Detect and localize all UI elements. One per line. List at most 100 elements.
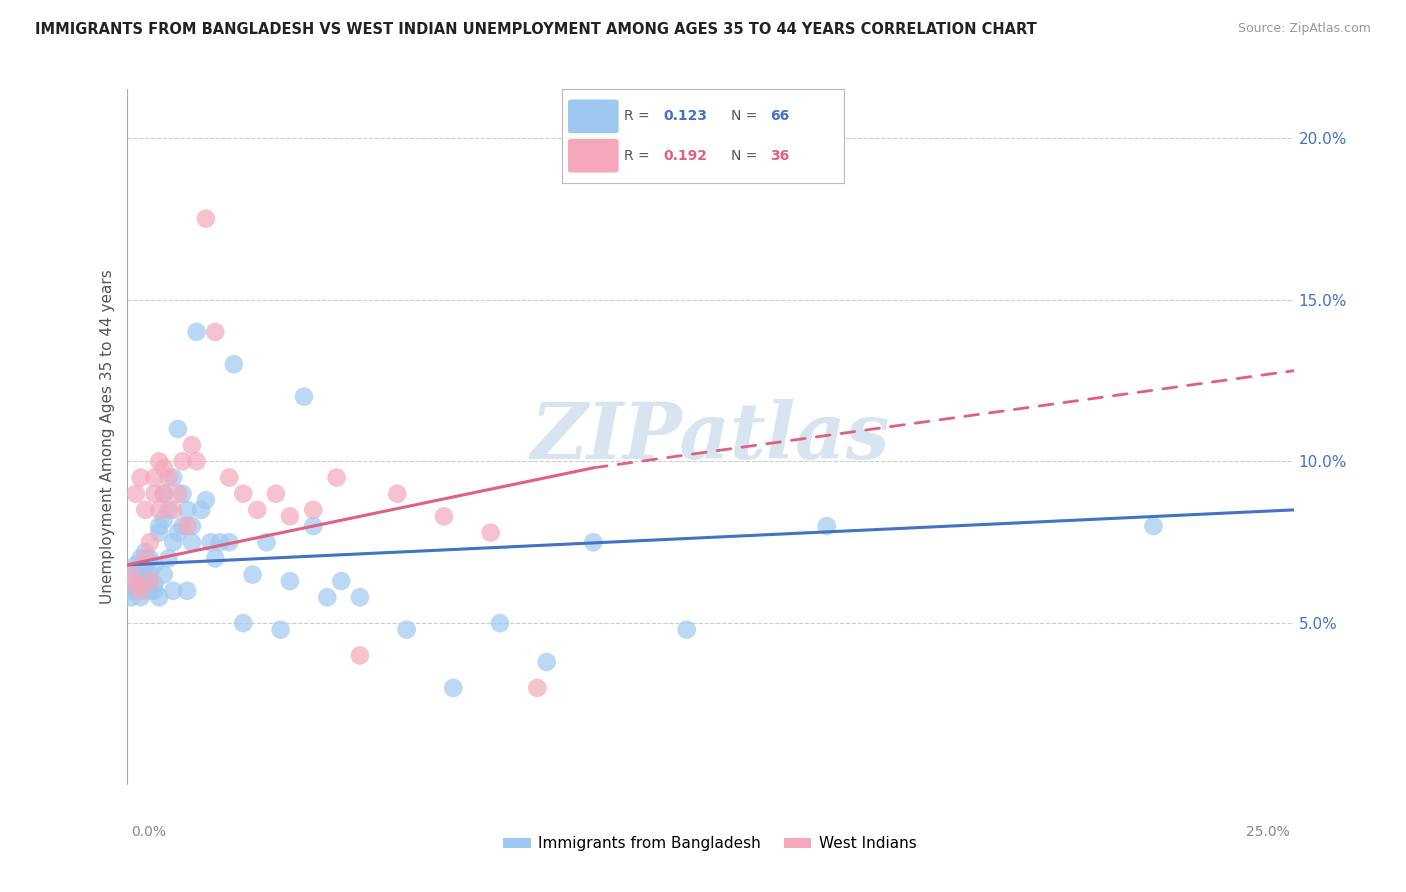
- Point: [441, 681, 464, 695]
- Point: [139, 574, 162, 588]
- Point: [120, 583, 142, 598]
- Point: [153, 460, 176, 475]
- Point: [162, 583, 184, 598]
- Point: [200, 535, 222, 549]
- Point: [180, 519, 202, 533]
- Text: 0.123: 0.123: [664, 110, 707, 123]
- Point: [143, 558, 166, 572]
- Point: [148, 503, 170, 517]
- Text: IMMIGRANTS FROM BANGLADESH VS WEST INDIAN UNEMPLOYMENT AMONG AGES 35 TO 44 YEARS: IMMIGRANTS FROM BANGLADESH VS WEST INDIA…: [35, 22, 1036, 37]
- Point: [134, 583, 156, 598]
- Point: [143, 583, 166, 598]
- Point: [208, 535, 231, 549]
- Point: [222, 357, 245, 371]
- Point: [675, 623, 697, 637]
- Point: [143, 486, 166, 500]
- Point: [186, 454, 208, 468]
- Point: [395, 623, 418, 637]
- Point: [278, 509, 301, 524]
- Point: [134, 558, 156, 572]
- Point: [129, 591, 152, 605]
- Point: [204, 551, 226, 566]
- Point: [176, 583, 198, 598]
- Text: 66: 66: [770, 110, 790, 123]
- Point: [582, 535, 605, 549]
- Point: [194, 493, 217, 508]
- Point: [157, 503, 180, 517]
- Point: [190, 503, 212, 517]
- Point: [129, 577, 152, 591]
- Point: [153, 567, 176, 582]
- Point: [148, 519, 170, 533]
- Point: [204, 325, 226, 339]
- Text: 0.192: 0.192: [664, 149, 707, 162]
- Text: 0.0%: 0.0%: [131, 825, 166, 839]
- Point: [489, 616, 512, 631]
- Point: [302, 503, 325, 517]
- Point: [232, 616, 254, 631]
- Point: [172, 486, 194, 500]
- Point: [270, 623, 292, 637]
- Point: [167, 525, 190, 540]
- Point: [125, 577, 148, 591]
- Point: [176, 519, 198, 533]
- Point: [162, 503, 184, 517]
- Point: [129, 551, 152, 566]
- Point: [129, 470, 152, 484]
- Point: [125, 558, 148, 572]
- Point: [264, 486, 287, 500]
- Point: [129, 583, 152, 598]
- Point: [162, 470, 184, 484]
- Point: [139, 567, 162, 582]
- Point: [232, 486, 254, 500]
- Point: [218, 470, 240, 484]
- Point: [139, 535, 162, 549]
- Point: [1142, 519, 1164, 533]
- Text: 25.0%: 25.0%: [1246, 825, 1289, 839]
- Point: [143, 577, 166, 591]
- Point: [292, 390, 315, 404]
- Point: [125, 486, 148, 500]
- Point: [278, 574, 301, 588]
- Point: [349, 648, 371, 663]
- Point: [256, 535, 278, 549]
- Point: [139, 574, 162, 588]
- Point: [129, 567, 152, 582]
- Point: [194, 211, 217, 226]
- Point: [134, 574, 156, 588]
- Point: [125, 583, 148, 598]
- Point: [176, 503, 198, 517]
- Point: [120, 567, 142, 582]
- Point: [186, 325, 208, 339]
- Point: [157, 551, 180, 566]
- Point: [536, 655, 558, 669]
- Point: [526, 681, 548, 695]
- Text: Source: ZipAtlas.com: Source: ZipAtlas.com: [1237, 22, 1371, 36]
- Point: [120, 591, 142, 605]
- Point: [330, 574, 353, 588]
- Point: [172, 454, 194, 468]
- Point: [815, 519, 838, 533]
- Point: [167, 422, 190, 436]
- FancyBboxPatch shape: [568, 139, 619, 172]
- Point: [153, 486, 176, 500]
- Point: [134, 545, 156, 559]
- Point: [153, 486, 176, 500]
- Text: N =: N =: [731, 149, 762, 162]
- Point: [139, 551, 162, 566]
- Point: [139, 583, 162, 598]
- Point: [316, 591, 339, 605]
- Point: [148, 454, 170, 468]
- Point: [143, 470, 166, 484]
- Point: [148, 525, 170, 540]
- Point: [134, 551, 156, 566]
- Y-axis label: Unemployment Among Ages 35 to 44 years: Unemployment Among Ages 35 to 44 years: [100, 269, 115, 605]
- Point: [302, 519, 325, 533]
- Point: [218, 535, 240, 549]
- Point: [433, 509, 456, 524]
- Point: [325, 470, 347, 484]
- Point: [120, 574, 142, 588]
- Point: [162, 535, 184, 549]
- Point: [157, 470, 180, 484]
- Point: [246, 503, 269, 517]
